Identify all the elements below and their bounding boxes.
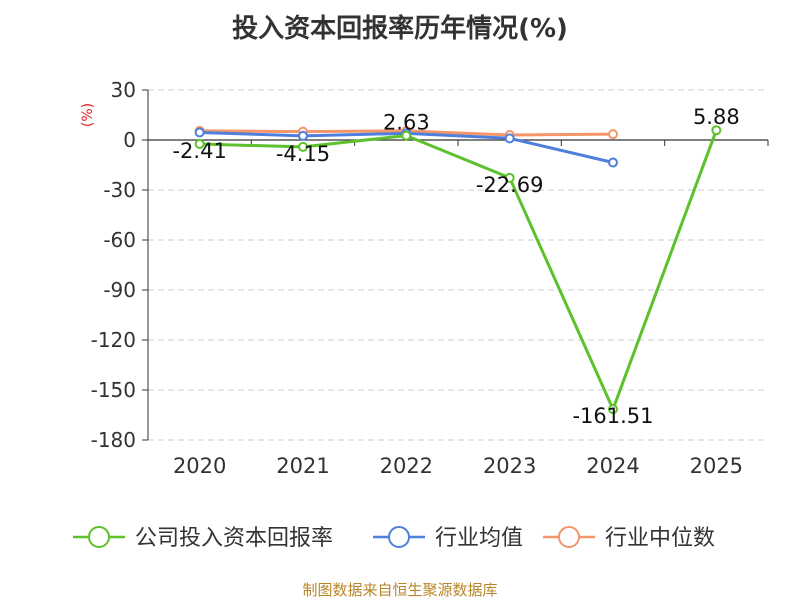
data-point	[711, 125, 722, 136]
data-point	[608, 404, 618, 415]
legend-marker	[388, 526, 410, 548]
y-tick-label: 0	[123, 128, 136, 152]
x-tick-label: 2020	[173, 454, 226, 478]
legend-marker	[558, 526, 580, 548]
y-tick-label: -30	[103, 178, 136, 202]
data-point	[298, 130, 308, 141]
x-tick-label: 2024	[586, 454, 639, 478]
legend-label: 行业均值	[435, 526, 523, 551]
legend-label: 公司投入资本回报率	[135, 526, 333, 551]
x-tick-label: 2023	[483, 454, 536, 478]
y-tick-label: 30	[111, 78, 136, 102]
y-tick-label: -150	[91, 378, 136, 402]
data-label: -161.51	[572, 404, 653, 428]
data-point	[298, 141, 308, 152]
legend-label: 行业中位数	[605, 526, 715, 551]
x-tick-label: 2021	[276, 454, 329, 478]
x-tick-label: 2022	[380, 454, 433, 478]
data-point	[194, 127, 205, 138]
data-point	[608, 157, 618, 168]
data-point	[504, 133, 515, 144]
y-tick-label: -120	[91, 328, 136, 352]
legend-marker	[88, 526, 110, 548]
series-line	[199, 129, 718, 411]
y-tick-label: -60	[103, 228, 136, 252]
data-point	[504, 172, 515, 183]
data-label: -4.15	[276, 142, 330, 166]
data-source-note: 制图数据来自恒生聚源数据库	[302, 581, 498, 599]
data-label: -22.69	[476, 173, 544, 197]
data-point	[194, 139, 205, 150]
y-tick-label: -180	[91, 428, 136, 452]
data-label: -2.41	[172, 139, 226, 163]
chart-title: 投入资本回报率历年情况(%)	[232, 14, 568, 44]
data-label: 5.88	[693, 105, 740, 129]
data-label: 2.63	[383, 111, 430, 135]
data-point	[401, 130, 412, 141]
x-tick-label: 2025	[690, 454, 743, 478]
data-point	[608, 129, 618, 140]
y-tick-label: -90	[103, 278, 136, 302]
y-unit-label: (%)	[80, 103, 96, 127]
